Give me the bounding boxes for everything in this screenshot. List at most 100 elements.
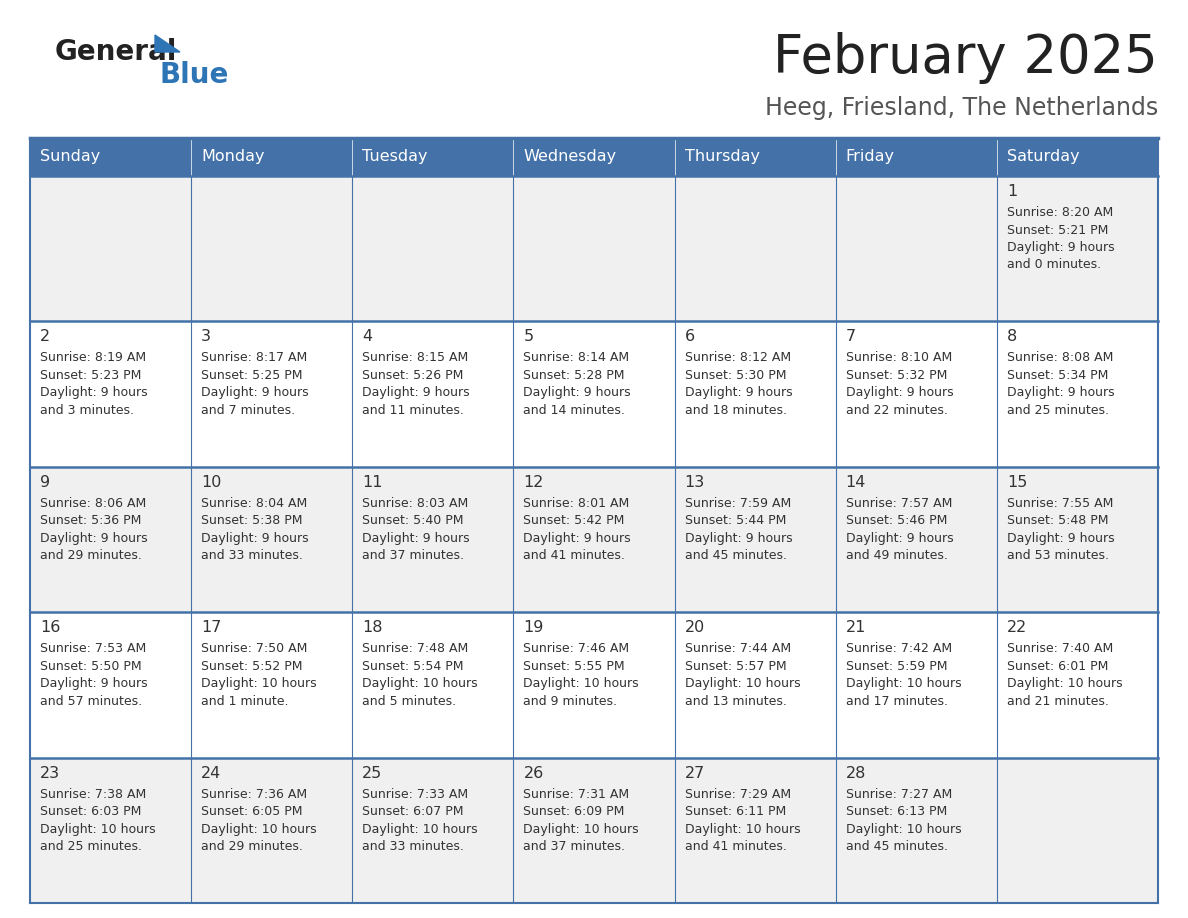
Text: and 37 minutes.: and 37 minutes.	[524, 840, 625, 853]
Text: Sunrise: 8:17 AM: Sunrise: 8:17 AM	[201, 352, 308, 364]
Text: Daylight: 9 hours: Daylight: 9 hours	[684, 532, 792, 544]
Text: Sunset: 5:36 PM: Sunset: 5:36 PM	[40, 514, 141, 527]
Text: Daylight: 10 hours: Daylight: 10 hours	[201, 677, 317, 690]
Text: Daylight: 9 hours: Daylight: 9 hours	[40, 677, 147, 690]
Text: Sunrise: 7:31 AM: Sunrise: 7:31 AM	[524, 788, 630, 800]
Text: Sunrise: 8:10 AM: Sunrise: 8:10 AM	[846, 352, 952, 364]
Text: 23: 23	[40, 766, 61, 780]
Text: and 17 minutes.: and 17 minutes.	[846, 695, 948, 708]
Text: Daylight: 9 hours: Daylight: 9 hours	[362, 386, 470, 399]
Text: 7: 7	[846, 330, 855, 344]
Text: Sunset: 5:57 PM: Sunset: 5:57 PM	[684, 660, 786, 673]
Text: Sunrise: 7:55 AM: Sunrise: 7:55 AM	[1007, 497, 1113, 509]
Text: Daylight: 10 hours: Daylight: 10 hours	[1007, 677, 1123, 690]
Text: and 57 minutes.: and 57 minutes.	[40, 695, 143, 708]
Text: 2: 2	[40, 330, 50, 344]
Text: Sunrise: 8:01 AM: Sunrise: 8:01 AM	[524, 497, 630, 509]
Text: Daylight: 10 hours: Daylight: 10 hours	[846, 677, 961, 690]
Text: Sunset: 5:25 PM: Sunset: 5:25 PM	[201, 369, 303, 382]
FancyBboxPatch shape	[513, 321, 675, 466]
FancyBboxPatch shape	[835, 466, 997, 612]
Text: Heeg, Friesland, The Netherlands: Heeg, Friesland, The Netherlands	[765, 96, 1158, 120]
Text: 25: 25	[362, 766, 383, 780]
Text: Saturday: Saturday	[1007, 150, 1080, 164]
Text: Daylight: 10 hours: Daylight: 10 hours	[524, 823, 639, 835]
FancyBboxPatch shape	[191, 757, 353, 903]
FancyBboxPatch shape	[30, 757, 191, 903]
FancyBboxPatch shape	[675, 757, 835, 903]
Text: and 53 minutes.: and 53 minutes.	[1007, 549, 1108, 563]
FancyBboxPatch shape	[353, 176, 513, 321]
Text: General: General	[55, 38, 177, 66]
FancyBboxPatch shape	[997, 466, 1158, 612]
Text: Daylight: 10 hours: Daylight: 10 hours	[362, 677, 478, 690]
Text: and 1 minute.: and 1 minute.	[201, 695, 289, 708]
Text: Sunrise: 7:40 AM: Sunrise: 7:40 AM	[1007, 643, 1113, 655]
Text: Sunday: Sunday	[40, 150, 100, 164]
Text: Daylight: 10 hours: Daylight: 10 hours	[684, 823, 801, 835]
Text: Sunrise: 7:29 AM: Sunrise: 7:29 AM	[684, 788, 791, 800]
Text: Thursday: Thursday	[684, 150, 759, 164]
Text: Sunrise: 7:57 AM: Sunrise: 7:57 AM	[846, 497, 952, 509]
Text: and 37 minutes.: and 37 minutes.	[362, 549, 465, 563]
Text: Sunset: 6:05 PM: Sunset: 6:05 PM	[201, 805, 303, 818]
Text: 17: 17	[201, 621, 221, 635]
FancyBboxPatch shape	[191, 466, 353, 612]
Text: and 14 minutes.: and 14 minutes.	[524, 404, 625, 417]
Text: 16: 16	[40, 621, 61, 635]
Text: Daylight: 9 hours: Daylight: 9 hours	[201, 532, 309, 544]
FancyBboxPatch shape	[835, 176, 997, 321]
Text: Sunset: 5:32 PM: Sunset: 5:32 PM	[846, 369, 947, 382]
Text: 14: 14	[846, 475, 866, 490]
Text: and 33 minutes.: and 33 minutes.	[362, 840, 465, 853]
FancyBboxPatch shape	[353, 138, 513, 176]
Text: Sunset: 5:28 PM: Sunset: 5:28 PM	[524, 369, 625, 382]
Text: and 33 minutes.: and 33 minutes.	[201, 549, 303, 563]
FancyBboxPatch shape	[675, 466, 835, 612]
Text: 10: 10	[201, 475, 221, 490]
Text: Daylight: 10 hours: Daylight: 10 hours	[524, 677, 639, 690]
FancyBboxPatch shape	[997, 757, 1158, 903]
FancyBboxPatch shape	[835, 138, 997, 176]
Text: Sunrise: 8:20 AM: Sunrise: 8:20 AM	[1007, 206, 1113, 219]
FancyBboxPatch shape	[30, 612, 191, 757]
Text: Daylight: 9 hours: Daylight: 9 hours	[846, 532, 953, 544]
Text: 9: 9	[40, 475, 50, 490]
Text: and 29 minutes.: and 29 minutes.	[40, 549, 141, 563]
Text: Sunset: 6:09 PM: Sunset: 6:09 PM	[524, 805, 625, 818]
Text: 12: 12	[524, 475, 544, 490]
Text: Sunset: 5:34 PM: Sunset: 5:34 PM	[1007, 369, 1108, 382]
Text: 24: 24	[201, 766, 221, 780]
Text: Sunrise: 8:06 AM: Sunrise: 8:06 AM	[40, 497, 146, 509]
Text: Sunrise: 7:59 AM: Sunrise: 7:59 AM	[684, 497, 791, 509]
Text: and 13 minutes.: and 13 minutes.	[684, 695, 786, 708]
Text: Daylight: 9 hours: Daylight: 9 hours	[524, 532, 631, 544]
Text: Sunset: 5:40 PM: Sunset: 5:40 PM	[362, 514, 463, 527]
Text: 6: 6	[684, 330, 695, 344]
Text: Sunset: 6:11 PM: Sunset: 6:11 PM	[684, 805, 785, 818]
Text: and 18 minutes.: and 18 minutes.	[684, 404, 786, 417]
FancyBboxPatch shape	[191, 321, 353, 466]
Text: Sunrise: 8:15 AM: Sunrise: 8:15 AM	[362, 352, 468, 364]
FancyBboxPatch shape	[513, 176, 675, 321]
Text: 21: 21	[846, 621, 866, 635]
FancyBboxPatch shape	[191, 176, 353, 321]
FancyBboxPatch shape	[191, 138, 353, 176]
Text: Sunset: 5:59 PM: Sunset: 5:59 PM	[846, 660, 947, 673]
FancyBboxPatch shape	[353, 612, 513, 757]
FancyBboxPatch shape	[835, 757, 997, 903]
FancyBboxPatch shape	[835, 612, 997, 757]
Text: 1: 1	[1007, 184, 1017, 199]
Text: Monday: Monday	[201, 150, 265, 164]
FancyBboxPatch shape	[30, 466, 191, 612]
Text: 26: 26	[524, 766, 544, 780]
Text: 20: 20	[684, 621, 704, 635]
Polygon shape	[154, 35, 181, 52]
FancyBboxPatch shape	[30, 176, 191, 321]
Text: and 29 minutes.: and 29 minutes.	[201, 840, 303, 853]
Text: Daylight: 9 hours: Daylight: 9 hours	[201, 386, 309, 399]
FancyBboxPatch shape	[997, 612, 1158, 757]
Text: Sunrise: 7:46 AM: Sunrise: 7:46 AM	[524, 643, 630, 655]
Text: Sunset: 5:23 PM: Sunset: 5:23 PM	[40, 369, 141, 382]
Text: Sunrise: 7:42 AM: Sunrise: 7:42 AM	[846, 643, 952, 655]
